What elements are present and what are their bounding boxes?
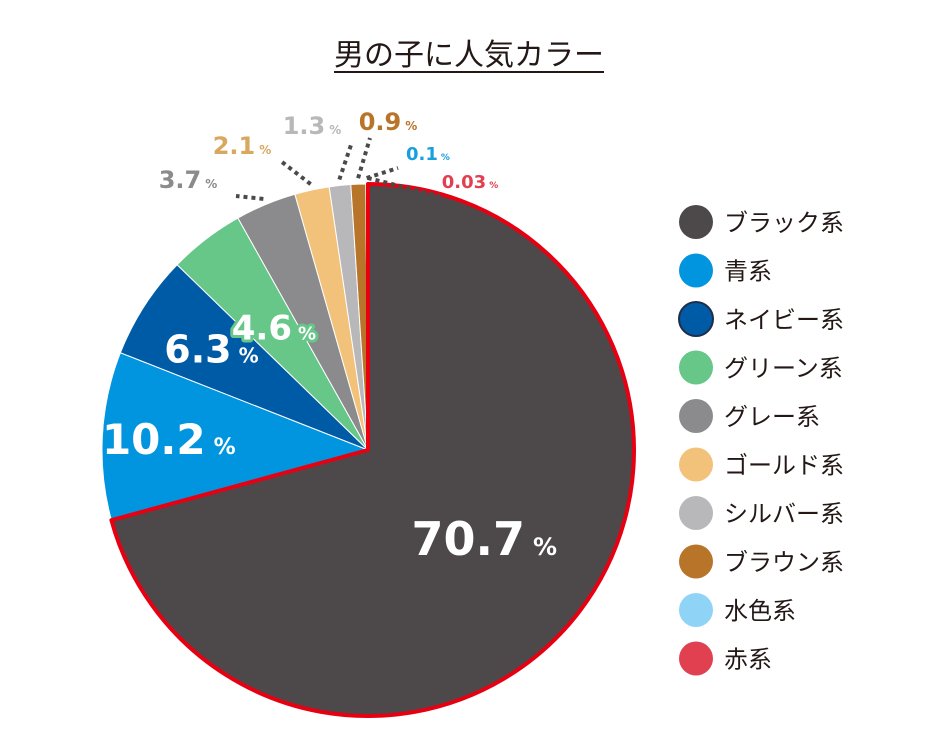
- legend-swatch: [679, 641, 713, 676]
- legend-item: ブラウン系: [679, 544, 844, 579]
- value-label: 0.03%: [442, 172, 498, 193]
- legend-label: ブラック系: [724, 209, 844, 237]
- legend-swatch: [679, 447, 713, 482]
- legend-label: グリーン系: [724, 355, 843, 383]
- leader-line: [366, 166, 399, 180]
- legend-item: 水色系: [679, 593, 796, 627]
- leader-line: [356, 137, 372, 179]
- value-label: 10.2%: [102, 415, 236, 464]
- value-label: 70.7%: [412, 512, 558, 566]
- pie-slice: [101, 352, 370, 521]
- legend-item: ネイビー系: [678, 301, 844, 337]
- value-label: 3.7%: [159, 166, 218, 194]
- legend-label: ブラウン系: [724, 549, 844, 577]
- legend-label: ゴールド系: [724, 452, 844, 480]
- value-label: 4.6%: [232, 309, 316, 349]
- legend-swatch: [679, 350, 713, 385]
- legend-label: 水色系: [724, 597, 796, 625]
- legend-swatch: [679, 205, 713, 239]
- legend-label: ネイビー系: [724, 306, 844, 334]
- legend-swatch: [679, 253, 713, 288]
- highlight-outline: [109, 182, 636, 718]
- legend-item: 赤系: [679, 641, 772, 676]
- legend-swatch: [679, 544, 713, 579]
- legend-label: シルバー系: [724, 500, 844, 528]
- leader-line: [280, 160, 312, 186]
- legend-item: ゴールド系: [679, 447, 844, 482]
- legend-item: ブラック系: [679, 205, 844, 239]
- chart-title: 男の子に人気カラー: [334, 38, 604, 73]
- value-label: 2.1%: [213, 132, 272, 160]
- value-label: 0.1%: [406, 144, 450, 165]
- legend-swatch: [679, 399, 713, 433]
- legend-swatch: [678, 301, 714, 337]
- legend-item: 青系: [679, 253, 772, 288]
- value-label: 1.3%: [283, 112, 342, 140]
- legend: ブラック系青系ネイビー系グリーン系グレー系ゴールド系シルバー系ブラウン系水色系赤…: [678, 205, 844, 676]
- leader-line: [337, 141, 354, 181]
- legend-label: グレー系: [724, 403, 820, 431]
- legend-label: 青系: [724, 258, 772, 286]
- legend-label: 赤系: [724, 646, 772, 674]
- legend-item: グリーン系: [679, 350, 843, 385]
- legend-swatch: [679, 593, 713, 627]
- legend-swatch: [679, 496, 713, 530]
- leader-line: [235, 194, 264, 201]
- legend-item: シルバー系: [679, 496, 844, 530]
- value-label: 6.3%: [164, 327, 258, 371]
- legend-item: グレー系: [679, 399, 820, 433]
- value-label: 0.9%: [359, 108, 418, 136]
